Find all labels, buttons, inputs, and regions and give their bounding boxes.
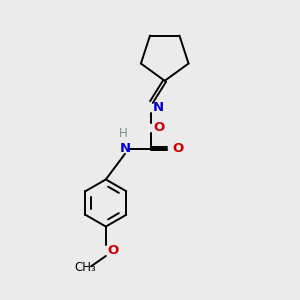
Text: N: N [153,101,164,114]
Text: O: O [153,122,164,134]
Text: N: N [119,142,130,155]
Text: H: H [118,127,127,140]
Text: O: O [172,142,183,155]
Text: O: O [108,244,119,257]
Text: CH₃: CH₃ [74,261,96,274]
